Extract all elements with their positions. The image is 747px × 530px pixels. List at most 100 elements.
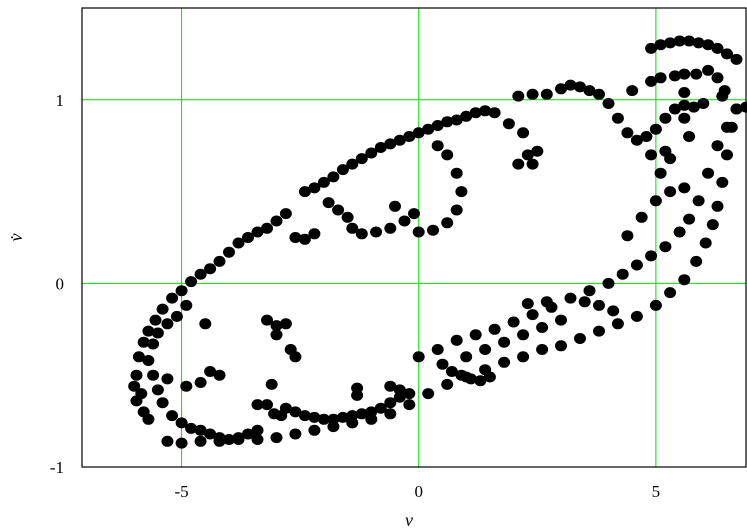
x-axis-label: v [405,510,413,530]
data-point [135,388,148,400]
data-point [521,149,534,161]
data-point [450,334,463,346]
data-point [526,88,539,100]
data-point [265,378,278,390]
data-point [498,356,511,368]
data-point [690,255,703,267]
data-point [502,118,515,130]
data-point [408,208,420,220]
data-point [450,114,463,126]
data-point [351,389,364,401]
data-point [204,428,217,440]
data-point [517,329,530,341]
data-point [194,435,207,447]
data-point [308,411,321,423]
data-point [194,268,207,280]
data-point [374,142,387,153]
data-point [261,314,273,326]
data-point [194,424,207,436]
data-point [687,101,700,113]
data-point [460,110,473,122]
data-point [664,37,677,49]
data-point [180,380,193,392]
data-point [137,336,150,348]
data-point [645,250,658,262]
data-point [526,309,539,321]
data-point [270,215,283,227]
data-point [645,42,658,54]
y-tick-label: 1 [56,91,65,110]
data-point [270,432,283,444]
data-point [683,131,696,142]
data-point [593,88,605,100]
data-point [346,158,359,170]
data-point [678,68,691,80]
data-point [289,406,302,418]
data-point [130,369,143,381]
data-point [270,320,283,332]
data-point [289,428,302,440]
data-point [668,103,681,115]
data-point [384,397,397,409]
data-point [730,103,743,115]
data-point [199,318,212,330]
data-point [474,375,487,387]
data-point [668,70,681,82]
grid-lines [82,8,746,468]
data-point [441,217,454,229]
data-point [242,428,254,440]
data-point [279,318,292,330]
data-point [711,42,724,54]
data-point [365,406,378,418]
data-point [370,226,383,238]
data-point [427,224,439,236]
data-point [151,327,164,339]
data-point [659,241,672,253]
data-point [517,127,530,139]
data-point [607,305,620,317]
y-tick-label: -1 [50,458,64,477]
data-point [142,325,155,337]
data-point [289,232,302,243]
data-point [384,222,397,234]
data-point [702,64,715,76]
data-point [251,424,264,436]
data-point [251,434,264,445]
data-point [194,377,207,388]
plot-frame [81,7,747,468]
data-point [242,232,254,243]
data-point [683,35,696,47]
data-point [640,131,653,142]
data-point [711,140,724,152]
data-point [412,226,425,238]
data-point [308,182,321,194]
data-point [204,263,217,275]
data-point [711,200,724,212]
data-point [721,48,733,60]
data-point [128,380,141,392]
data-point [536,344,549,355]
data-point [479,344,492,355]
data-point [673,35,686,47]
data-point [346,222,359,234]
data-point [147,338,160,350]
data-point [635,211,648,223]
data-point [185,276,198,288]
x-tick-label: 0 [414,482,423,501]
data-point [488,323,501,335]
data-point [298,233,311,245]
data-point [702,39,715,51]
data-point [175,417,188,429]
data-point [403,388,416,400]
data-point [578,296,591,308]
data-point [488,107,501,119]
data-point [654,72,667,84]
data-point [175,285,188,297]
data-point [678,112,691,124]
data-point [521,298,534,310]
data-point [441,378,454,390]
data-point [564,292,577,304]
data-point [384,138,397,150]
data-point [156,303,169,315]
data-point [213,255,226,267]
